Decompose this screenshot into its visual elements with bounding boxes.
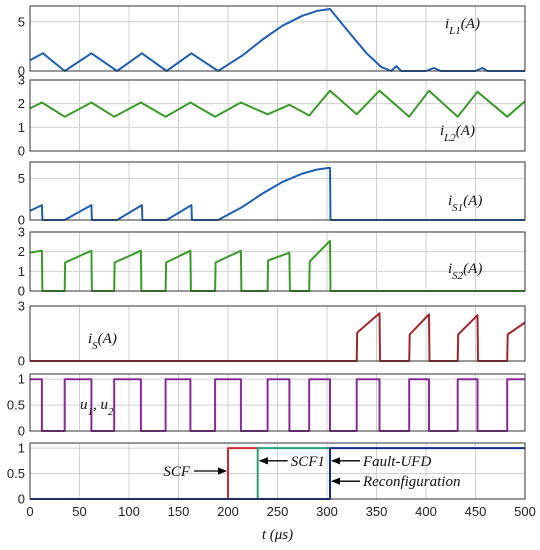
y-tick-label: 0 — [18, 354, 25, 369]
y-tick-label: 3 — [18, 299, 25, 314]
subplot-label-u12: u1, u2 — [80, 397, 114, 418]
subplot-label-iL2: iL2(A) — [440, 123, 475, 144]
annotation-label: SCF — [163, 464, 191, 480]
subplot-label-iS2: iS2(A) — [448, 261, 482, 282]
x-tick-label: 250 — [267, 504, 289, 519]
y-tick-label: 0.5 — [7, 398, 25, 413]
x-tick-label: 500 — [514, 504, 536, 519]
annotation-label: Reconfiguration — [362, 474, 461, 490]
subplot-iS2: 0 1 2 3 iS2(A) — [18, 225, 526, 299]
y-tick-label: 0 — [18, 64, 25, 79]
y-tick-label: 2 — [18, 96, 25, 111]
axes-frame — [29, 442, 526, 500]
y-tick-label: 2 — [18, 244, 25, 259]
y-tick-label: 0 — [18, 213, 25, 228]
subplot-iL1: 0 5 iL1(A) — [18, 5, 526, 79]
x-tick-label: 200 — [217, 504, 239, 519]
axes-frame — [29, 79, 526, 152]
x-tick-label: 400 — [415, 504, 437, 519]
subplot-flags: 0 0.5 1 SCF SCF1 Fault-UFD Reconfiguration 0 50 1… — [7, 441, 536, 543]
annotation-label: SCF1 — [291, 454, 325, 470]
y-tick-label: 1 — [18, 120, 25, 135]
y-tick-label: 3 — [18, 225, 25, 240]
annotation-label: Fault-UFD — [362, 454, 431, 470]
axes-frame — [29, 305, 526, 362]
axes-frame — [29, 5, 526, 72]
x-tick-label: 150 — [168, 504, 190, 519]
y-tick-label: 1 — [18, 264, 25, 279]
y-tick-label: 0 — [18, 492, 25, 507]
y-tick-label: 5 — [18, 171, 25, 186]
subplot-iL2: 0 1 2 3 iL2(A) — [18, 73, 526, 159]
x-tick-label: 350 — [366, 504, 388, 519]
x-axis-label: t (μs) — [262, 527, 293, 543]
y-tick-label: 0 — [18, 424, 25, 439]
series-line-iS1 — [30, 166, 525, 221]
x-tick-label: 300 — [316, 504, 338, 519]
subplot-iS1: 0 5 iS1(A) — [18, 161, 526, 228]
x-tick-label: 450 — [465, 504, 487, 519]
y-tick-label: 0.5 — [7, 466, 25, 481]
subplot-label-iS: iS(A) — [88, 331, 117, 352]
subplot-iS: 0 3 iS(A) — [18, 299, 526, 369]
subplot-label-iL1: iL1(A) — [445, 16, 480, 37]
y-tick-label: 3 — [18, 73, 25, 88]
y-tick-label: 1 — [18, 441, 25, 456]
y-tick-label: 1 — [18, 372, 25, 387]
axes-frame — [29, 373, 526, 432]
axes-frame — [29, 161, 526, 221]
x-tick-label: 50 — [72, 504, 86, 519]
y-tick-label: 5 — [18, 14, 25, 29]
subplot-label-iS1: iS1(A) — [448, 193, 482, 214]
x-tick-label: 0 — [26, 504, 33, 519]
y-tick-label: 0 — [18, 144, 25, 159]
subplot-u12: 0 0.5 1 u1, u2 — [7, 372, 526, 439]
x-tick-label: 100 — [118, 504, 140, 519]
series-line-iL2 — [30, 89, 525, 118]
y-tick-label: 0 — [18, 284, 25, 299]
axes-frame — [29, 231, 526, 292]
